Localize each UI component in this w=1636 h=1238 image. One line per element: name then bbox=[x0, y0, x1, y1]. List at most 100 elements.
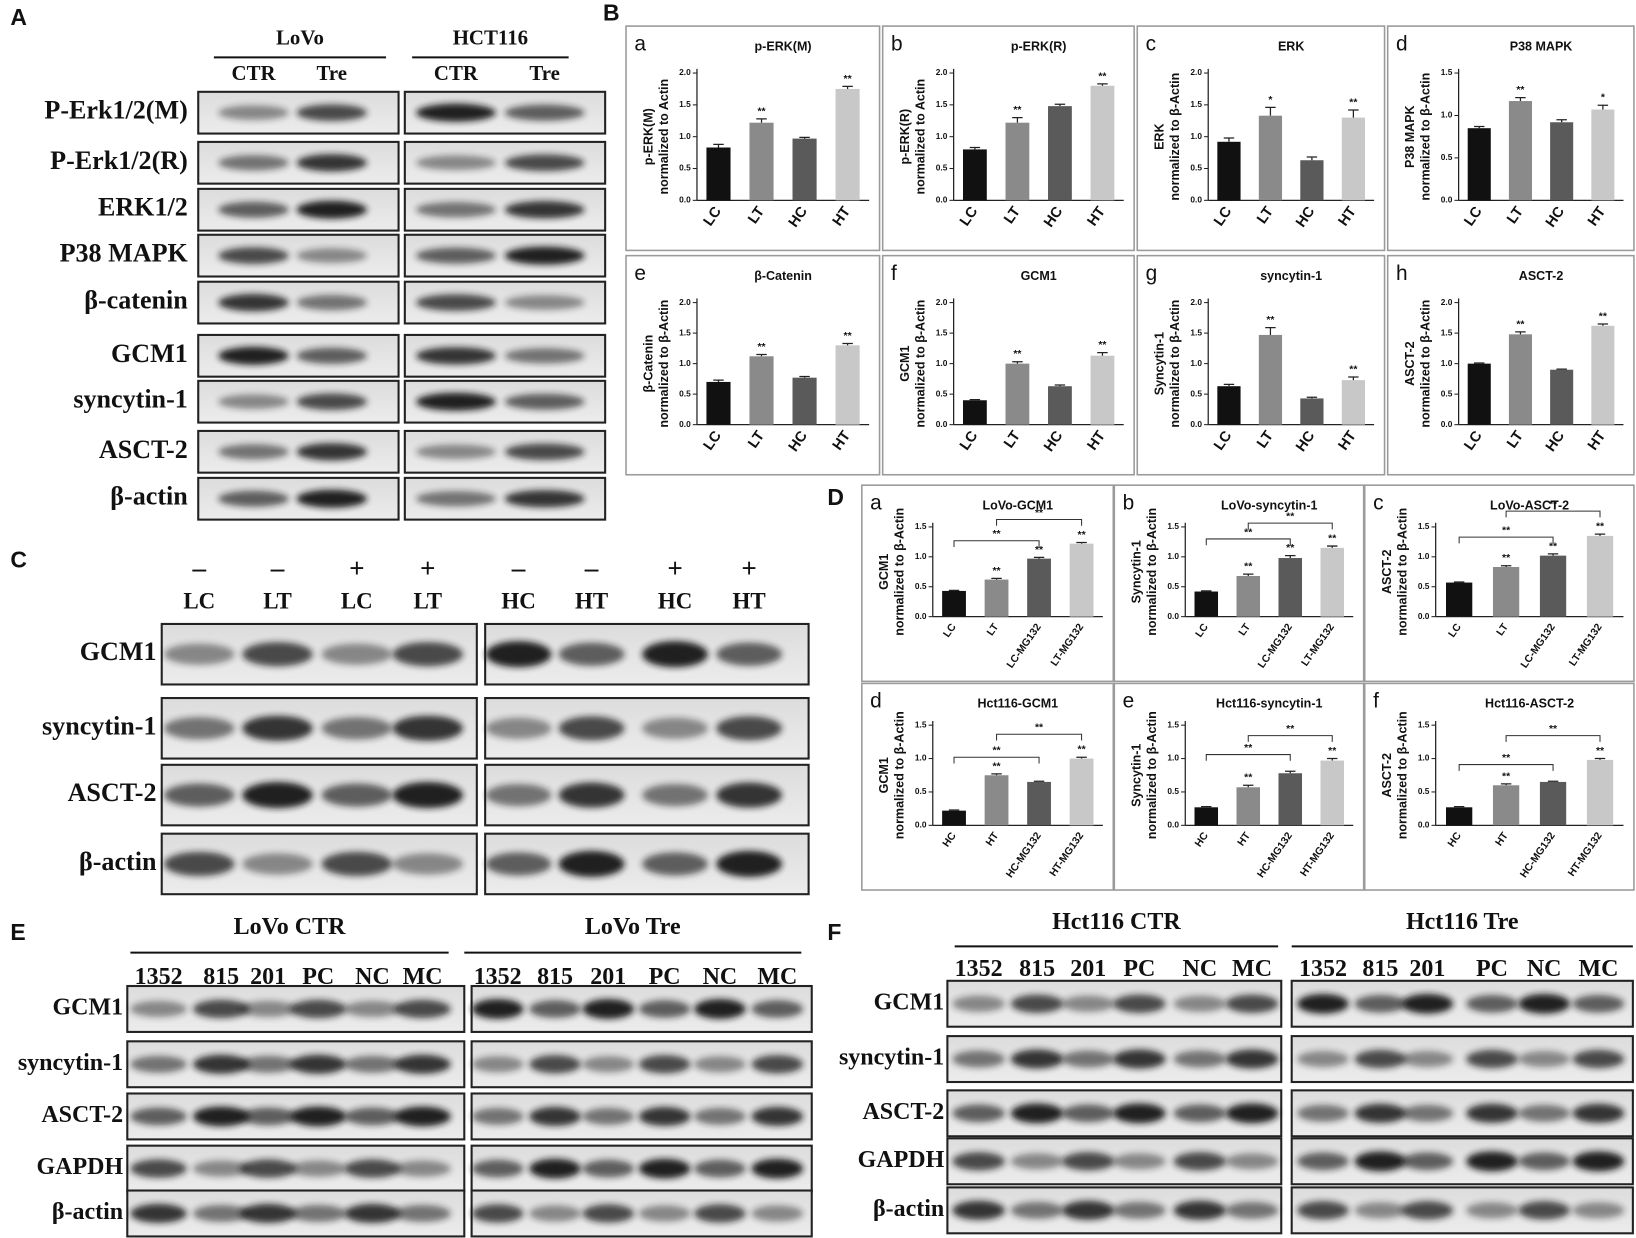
bar bbox=[1508, 334, 1532, 425]
y-tick-label: 0.5 bbox=[936, 388, 948, 398]
chart-title: syncytin-1 bbox=[1260, 269, 1322, 283]
bar bbox=[1508, 101, 1532, 201]
bar bbox=[706, 381, 731, 425]
x-tick-label: HC bbox=[1543, 204, 1568, 231]
comparison-bracket bbox=[1205, 754, 1291, 761]
chart-frame bbox=[1386, 254, 1635, 476]
y-axis-label: P38 MAPK bbox=[1403, 105, 1417, 168]
x-tick-label: LT bbox=[745, 204, 768, 227]
error-bar bbox=[1327, 757, 1338, 761]
significance-label: ** bbox=[1098, 71, 1107, 82]
bracket-label: ** bbox=[1035, 723, 1044, 734]
error-bar bbox=[1076, 756, 1087, 759]
band bbox=[694, 1204, 746, 1223]
x-tick-label: HC-MG132 bbox=[1256, 831, 1295, 881]
lane-label: 201 bbox=[1070, 956, 1106, 982]
band bbox=[1173, 1050, 1227, 1068]
y-tick-label: 1.0 bbox=[1167, 753, 1179, 763]
y-tick-label: 1.0 bbox=[1418, 753, 1430, 763]
lane-label: 815 bbox=[1019, 956, 1055, 982]
y-axis-label: ERK bbox=[1153, 123, 1167, 149]
group-label: LoVo Tre bbox=[585, 914, 681, 940]
y-axis-label: normalized to Actin bbox=[657, 79, 671, 195]
band bbox=[1401, 993, 1454, 1014]
bar bbox=[1586, 535, 1614, 617]
band bbox=[218, 105, 289, 121]
error-bar bbox=[991, 577, 1002, 580]
comparison-bracket bbox=[953, 540, 1040, 547]
y-axis-label: GCM1 bbox=[898, 346, 912, 382]
error-bar bbox=[1033, 780, 1045, 782]
x-tick-label: HC bbox=[786, 428, 811, 455]
band bbox=[638, 1158, 691, 1179]
bar bbox=[1320, 547, 1345, 617]
band bbox=[485, 783, 552, 807]
significance-label: * bbox=[1268, 95, 1273, 106]
y-tick-label: 0.5 bbox=[679, 163, 691, 173]
band bbox=[1113, 994, 1166, 1013]
y-axis-label: ASCT-2 bbox=[1380, 753, 1394, 798]
y-tick-label: 0.5 bbox=[1167, 581, 1179, 591]
band bbox=[504, 443, 585, 461]
bracket-label: ** bbox=[1502, 526, 1511, 537]
y-tick-label: 1.5 bbox=[1418, 521, 1430, 531]
band bbox=[239, 1055, 297, 1073]
bar bbox=[1591, 325, 1615, 425]
bar bbox=[749, 122, 774, 201]
y-tick-label: 1.5 bbox=[936, 99, 948, 109]
y-axis-label: normalized to β-Actin bbox=[1168, 73, 1182, 201]
comparison-bracket bbox=[996, 733, 1083, 741]
band bbox=[1354, 1202, 1407, 1219]
band bbox=[1173, 1152, 1227, 1171]
chart-frame bbox=[881, 25, 1135, 252]
error-bar bbox=[756, 353, 767, 357]
band bbox=[1225, 1103, 1279, 1124]
band bbox=[694, 1159, 746, 1178]
chart-frame bbox=[625, 254, 881, 476]
error-bar bbox=[799, 136, 810, 139]
x-tick-label: HC bbox=[1293, 204, 1318, 231]
error-bar bbox=[1097, 352, 1108, 356]
lane-label: PC bbox=[1476, 956, 1508, 982]
lane-label: HT bbox=[575, 588, 608, 613]
x-tick-label: LT bbox=[1504, 428, 1527, 451]
y-tick-label: 1.0 bbox=[1190, 131, 1202, 141]
y-axis-label: ASCT-2 bbox=[1380, 549, 1394, 594]
panel-label: F bbox=[827, 919, 841, 945]
band bbox=[1113, 1049, 1166, 1069]
band bbox=[193, 1160, 250, 1177]
significance-label: ** bbox=[757, 106, 766, 117]
y-tick-label: 0.0 bbox=[936, 419, 948, 429]
panel-label: A bbox=[10, 4, 27, 30]
band bbox=[751, 1106, 804, 1126]
error-bar bbox=[1306, 156, 1318, 161]
chart-title: p-ERK(R) bbox=[1011, 39, 1067, 53]
band bbox=[296, 347, 368, 364]
band bbox=[1225, 1201, 1279, 1219]
band bbox=[529, 1055, 581, 1074]
x-tick-label: HC bbox=[941, 830, 959, 849]
significance-label: ** bbox=[1349, 97, 1358, 108]
group-label: HCT116 bbox=[453, 25, 528, 49]
chart-title: Hct116-GCM1 bbox=[977, 697, 1058, 711]
bar bbox=[1539, 555, 1567, 617]
y-tick-label: 0.0 bbox=[936, 195, 948, 205]
band bbox=[1061, 1104, 1115, 1123]
y-tick-label: 0.0 bbox=[679, 419, 691, 429]
error-bar bbox=[948, 809, 960, 811]
band bbox=[164, 783, 235, 807]
x-tick-label: LC-MG132 bbox=[1256, 622, 1295, 671]
significance-label: ** bbox=[1599, 311, 1608, 322]
x-tick-label: LT bbox=[1254, 204, 1277, 227]
band bbox=[1518, 1050, 1571, 1068]
band bbox=[239, 1107, 297, 1126]
bar bbox=[1090, 85, 1115, 201]
chart-frame bbox=[881, 254, 1135, 476]
row-label: ASCT-2 bbox=[862, 1099, 944, 1125]
y-tick-label: 1.5 bbox=[1418, 719, 1430, 729]
y-tick-label: 1.0 bbox=[915, 753, 927, 763]
bar bbox=[1236, 575, 1261, 617]
y-tick-label: 2.0 bbox=[679, 297, 691, 307]
band bbox=[1401, 1152, 1454, 1171]
error-bar bbox=[1556, 368, 1567, 370]
